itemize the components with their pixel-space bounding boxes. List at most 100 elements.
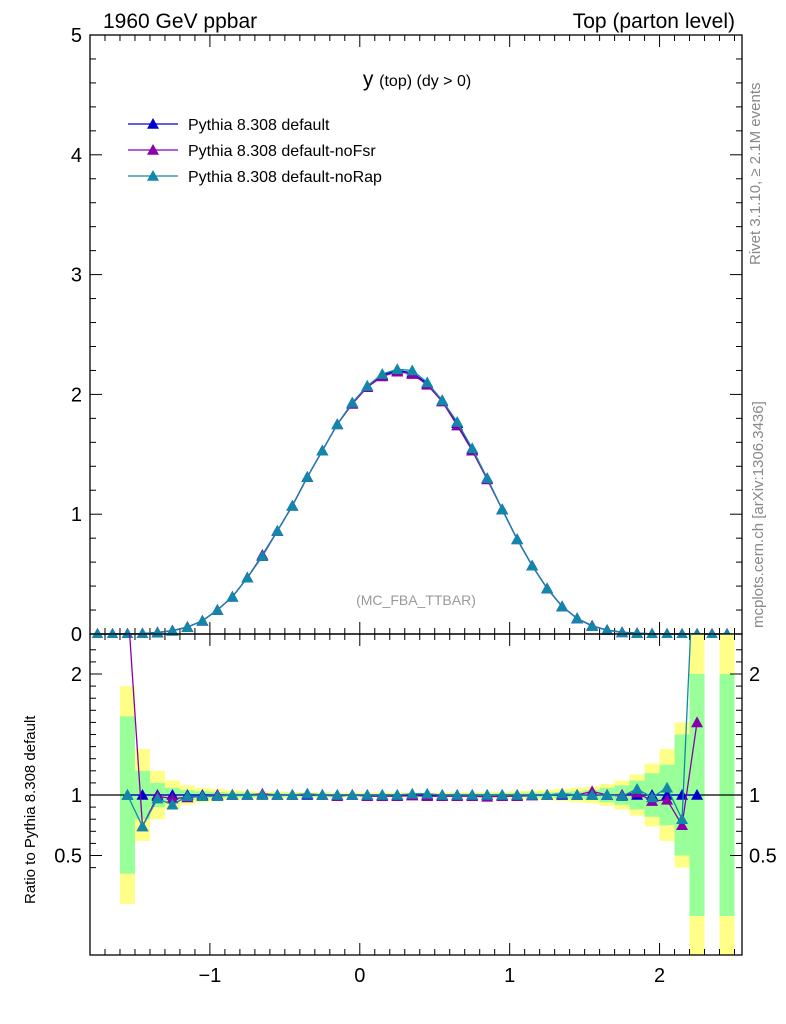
y-tick-label: 5 bbox=[71, 25, 82, 47]
ratio-point bbox=[691, 789, 704, 800]
data-point bbox=[631, 627, 644, 638]
chart-title-sub: (top) (dy > 0) bbox=[379, 73, 471, 90]
ratio-point bbox=[406, 787, 419, 799]
ratio-point bbox=[421, 787, 434, 799]
data-point bbox=[271, 524, 284, 536]
ratio-point bbox=[271, 789, 284, 800]
ratio-line-2 bbox=[126, 634, 692, 828]
data-point bbox=[571, 612, 584, 624]
ratio-point bbox=[691, 716, 704, 728]
ratio-y-axis-label: Ratio to Pythia 8.308 default bbox=[22, 715, 39, 904]
data-point bbox=[526, 559, 539, 571]
data-point bbox=[286, 499, 299, 511]
legend-label: Pythia 8.308 default-noRap bbox=[188, 169, 382, 186]
data-point bbox=[226, 590, 239, 602]
data-point bbox=[376, 368, 389, 379]
energy-label: 1960 GeV ppbar bbox=[103, 10, 257, 33]
legend-label: Pythia 8.308 default-noFsr bbox=[188, 143, 376, 160]
ratio-point bbox=[196, 790, 209, 802]
legend-marker bbox=[147, 118, 159, 129]
ratio-point bbox=[556, 787, 569, 799]
ratio-point bbox=[451, 789, 464, 800]
ratio-point bbox=[676, 789, 689, 800]
ratio-point bbox=[121, 595, 133, 606]
data-point bbox=[151, 626, 164, 638]
data-point bbox=[331, 418, 344, 430]
data-point bbox=[556, 600, 569, 612]
ratio-point bbox=[376, 789, 389, 800]
data-point bbox=[496, 503, 509, 515]
data-point bbox=[661, 627, 673, 638]
y-tick-label: 2 bbox=[71, 384, 82, 406]
x-tick-label: 0 bbox=[354, 965, 365, 987]
data-point bbox=[436, 394, 449, 406]
chart-title-main: y bbox=[363, 68, 379, 91]
ratio-point bbox=[136, 820, 149, 832]
ratio-point bbox=[121, 789, 134, 800]
data-point bbox=[706, 628, 718, 638]
ratio-point bbox=[211, 790, 224, 802]
y-tick-label: 4 bbox=[71, 145, 82, 167]
y-tick-label: 0.5 bbox=[54, 846, 82, 868]
data-point bbox=[316, 444, 329, 456]
ratio-point bbox=[316, 789, 329, 800]
data-point bbox=[91, 628, 104, 638]
y-tick-label-right: 2 bbox=[749, 664, 760, 686]
data-point bbox=[391, 363, 404, 375]
data-point bbox=[346, 396, 359, 408]
ratio-point bbox=[181, 790, 194, 802]
ratio-point bbox=[691, 487, 703, 498]
data-point bbox=[256, 550, 269, 561]
legend: Pythia 8.308 default Pythia 8.308 default… bbox=[128, 117, 382, 186]
y-tick-label: 0 bbox=[71, 624, 82, 646]
ratio-point bbox=[526, 789, 539, 800]
ratio-point bbox=[631, 782, 644, 794]
ratio-point bbox=[541, 789, 554, 800]
y-tick-label: 2 bbox=[71, 664, 82, 686]
ratio-series-group bbox=[121, 487, 704, 832]
data-point bbox=[541, 582, 554, 594]
ratio-point bbox=[151, 792, 164, 804]
ratio-point bbox=[361, 789, 374, 800]
ratio-point bbox=[646, 791, 659, 803]
data-point bbox=[466, 442, 479, 454]
ratio-point bbox=[346, 789, 359, 800]
data-point bbox=[241, 571, 254, 583]
ratio-point bbox=[661, 781, 674, 793]
data-point bbox=[166, 624, 179, 636]
legend-marker bbox=[147, 144, 159, 155]
data-point bbox=[361, 380, 374, 391]
ratio-point bbox=[256, 789, 269, 800]
chart-title: y (top) (dy > 0) bbox=[363, 68, 471, 91]
data-point bbox=[196, 614, 209, 626]
ratio-point bbox=[676, 819, 689, 831]
data-point bbox=[586, 620, 599, 631]
legend-marker bbox=[147, 170, 159, 181]
watermark: (MC_FBA_TTBAR) bbox=[356, 592, 476, 608]
ratio-point bbox=[481, 789, 494, 800]
data-point bbox=[676, 627, 688, 638]
main-panel: 0 1 2 3 4 5 y (top) (dy > 0) (MC_FBA_TTBAR) Pyth… bbox=[71, 25, 743, 646]
data-point bbox=[406, 364, 419, 376]
y-tick-label: 3 bbox=[71, 265, 82, 287]
ratio-point bbox=[586, 789, 599, 800]
x-tick-label: −1 bbox=[199, 965, 222, 987]
data-point bbox=[451, 415, 464, 427]
data-point bbox=[106, 628, 119, 638]
y-tick-label-right: 0.5 bbox=[749, 846, 777, 868]
ratio-point bbox=[466, 789, 479, 800]
ratio-point bbox=[601, 789, 614, 800]
ratio-point bbox=[436, 789, 449, 800]
ratio-point bbox=[511, 789, 524, 800]
ratio-point bbox=[166, 798, 179, 810]
data-point bbox=[301, 471, 314, 482]
y-tick-label: 1 bbox=[71, 785, 82, 807]
ratio-point bbox=[226, 789, 239, 800]
y-tick-label-right: 1 bbox=[749, 785, 760, 807]
ratio-point bbox=[286, 789, 299, 800]
ratio-point bbox=[166, 792, 179, 804]
x-tick-label: 1 bbox=[504, 965, 515, 987]
data-point bbox=[211, 604, 224, 615]
ratio-point bbox=[331, 789, 344, 800]
